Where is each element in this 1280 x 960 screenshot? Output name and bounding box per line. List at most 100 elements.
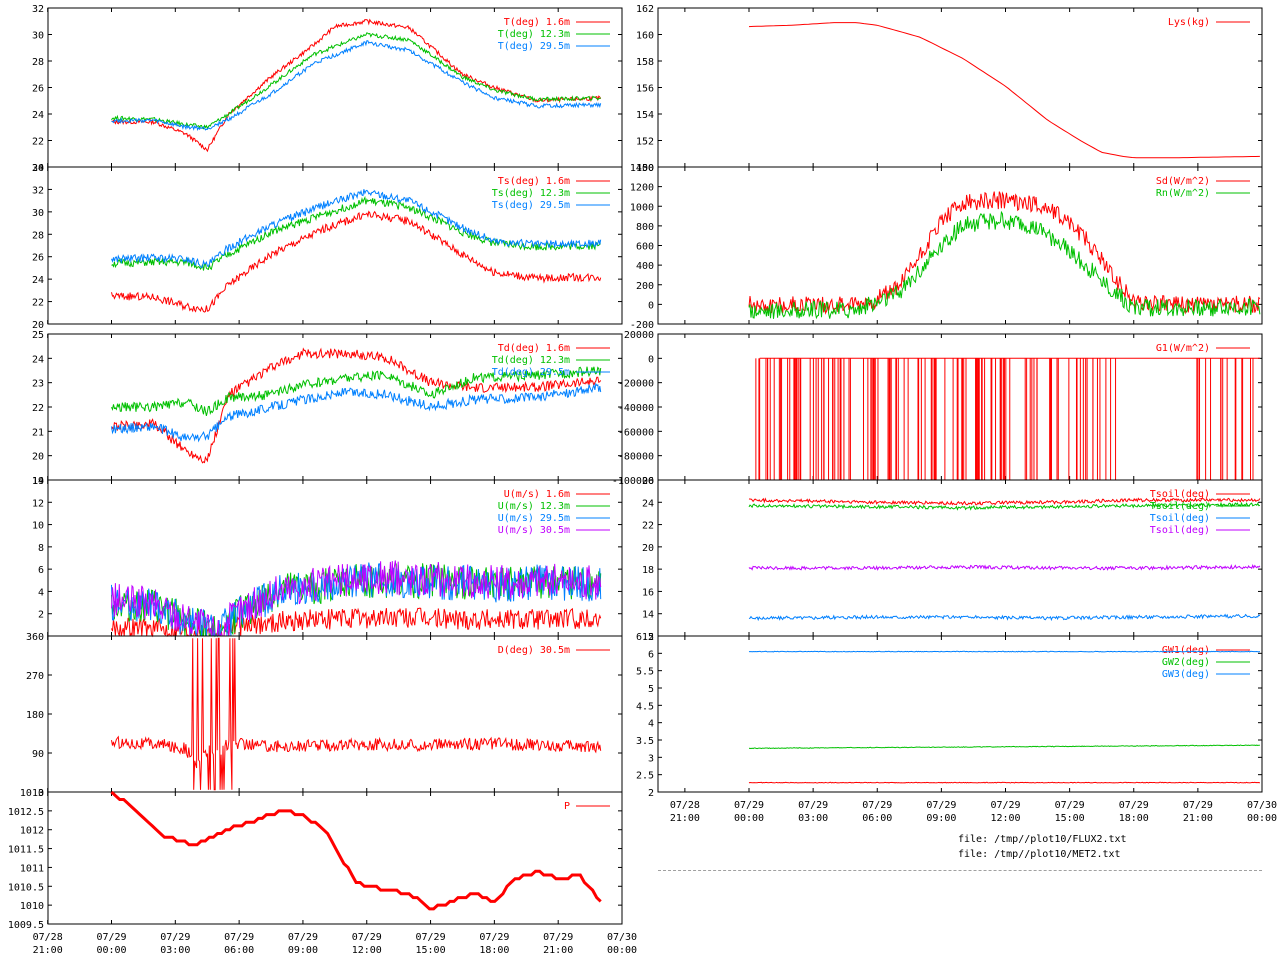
y-tick-label: 20 — [642, 543, 654, 554]
y-tick-label: 24 — [32, 110, 44, 121]
plot-frame-8 — [657, 333, 1263, 481]
y-tick-label: 800 — [636, 222, 654, 233]
time-axis-date: 07/29 — [543, 932, 573, 943]
y-tick-label: 23 — [32, 379, 44, 390]
time-axis-date: 07/29 — [734, 800, 764, 811]
y-tick-label: 24 — [32, 354, 44, 365]
y-tick-label: 5 — [648, 684, 654, 695]
y-tick-label: 32 — [32, 4, 44, 15]
y-tick-label: 1011.5 — [8, 845, 44, 856]
y-tick-label: -40000 — [618, 403, 654, 414]
time-axis-time: 18:00 — [1119, 813, 1149, 824]
series-trace-2-0 — [111, 347, 602, 464]
y-tick-label: 12 — [32, 498, 44, 509]
y-tick-label: 26 — [642, 476, 654, 487]
y-tick-label: 16 — [642, 587, 654, 598]
y-tick-label: 22 — [32, 403, 44, 414]
series-trace-7-0 — [748, 191, 1261, 315]
y-tick-label: 8 — [38, 543, 44, 554]
legend-label: GW1(deg) — [1162, 645, 1210, 656]
y-tick-label: 24 — [642, 498, 654, 509]
y-tick-label: 20 — [32, 452, 44, 463]
y-tick-label: 156 — [636, 84, 654, 95]
y-tick-label: 2 — [38, 610, 44, 621]
y-tick-label: 6 — [648, 649, 654, 660]
series-trace-7-1 — [748, 210, 1261, 320]
y-tick-label: 152 — [636, 137, 654, 148]
legend-label: T(deg) 29.5m — [498, 41, 570, 52]
legend-label: D(deg) 30.5m — [498, 645, 570, 656]
legend-label: Ts(deg) 29.5m — [492, 200, 570, 211]
legend-label: Tsoil(deg) — [1150, 525, 1210, 536]
legend-label: Td(deg) 1.6m — [498, 343, 570, 354]
y-tick-label: 3.5 — [636, 736, 654, 747]
time-axis-time: 03:00 — [798, 813, 828, 824]
y-tick-label: 158 — [636, 57, 654, 68]
time-axis-date: 07/29 — [1183, 800, 1213, 811]
legend-label: T(deg) 1.6m — [504, 17, 570, 28]
y-tick-label: 0 — [38, 788, 44, 799]
time-axis-time: 09:00 — [926, 813, 956, 824]
legend-label: U(m/s) 1.6m — [504, 489, 570, 500]
y-tick-label: 1200 — [630, 183, 654, 194]
y-tick-label: -80000 — [618, 452, 654, 463]
y-tick-label: -200 — [630, 320, 654, 331]
dashed-separator — [658, 870, 1262, 871]
time-axis-date: 07/29 — [990, 800, 1020, 811]
time-axis-date: 07/28 — [33, 932, 63, 943]
legend-label: P — [564, 801, 570, 812]
legend-label: Rn(W/m^2) — [1156, 188, 1210, 199]
y-tick-label: 22 — [642, 521, 654, 532]
y-tick-label: 21 — [32, 427, 44, 438]
series-trace-5-0 — [110, 790, 602, 911]
y-tick-label: -100000 — [612, 476, 654, 487]
y-tick-label: 154 — [636, 110, 654, 121]
series-trace-9-3 — [748, 564, 1261, 571]
y-tick-label: -60000 — [618, 427, 654, 438]
y-tick-label: 270 — [26, 671, 44, 682]
y-tick-label: 360 — [26, 632, 44, 643]
y-tick-label: 30 — [32, 208, 44, 219]
time-axis-date: 07/29 — [224, 932, 254, 943]
y-tick-label: 34 — [32, 163, 44, 174]
time-axis-time: 12:00 — [352, 945, 382, 956]
time-axis-date: 07/29 — [352, 932, 382, 943]
y-tick-label: 150 — [636, 163, 654, 174]
y-tick-label: 1012.5 — [8, 807, 44, 818]
y-tick-label: 400 — [636, 261, 654, 272]
time-axis-date: 07/29 — [1055, 800, 1085, 811]
legend-label: T(deg) 12.3m — [498, 29, 570, 40]
time-axis-date: 07/29 — [1119, 800, 1149, 811]
y-tick-label: 22 — [32, 137, 44, 148]
time-axis-time: 00:00 — [734, 813, 764, 824]
y-tick-label: 20 — [32, 320, 44, 331]
series-trace-9-2 — [748, 613, 1261, 622]
legend-label: GW2(deg) — [1162, 657, 1210, 668]
series-trace-9-1 — [748, 501, 1261, 511]
time-axis-date: 07/28 — [670, 800, 700, 811]
time-axis-time: 12:00 — [990, 813, 1020, 824]
y-tick-label: 4 — [648, 719, 654, 730]
legend-label: Tsoil(deg) — [1150, 501, 1210, 512]
series-trace-10-2 — [748, 650, 1261, 653]
series-trace-2-2 — [111, 382, 602, 443]
plot-frame-4 — [47, 635, 623, 793]
time-axis-time: 15:00 — [1055, 813, 1085, 824]
legend-label: Tsoil(deg) — [1150, 489, 1210, 500]
file-label-flux: file: /tmp//plot10/FLUX2.txt — [958, 834, 1127, 845]
time-axis-time: 00:00 — [1247, 813, 1277, 824]
y-tick-label: 12 — [642, 632, 654, 643]
time-axis-time: 09:00 — [288, 945, 318, 956]
y-tick-label: 0 — [648, 354, 654, 365]
y-tick-label: 1011 — [20, 863, 44, 874]
y-tick-label: 1012 — [20, 826, 44, 837]
plot-frame-6 — [657, 7, 1263, 168]
time-axis-date: 07/30 — [1247, 800, 1277, 811]
y-tick-label: 4.5 — [636, 701, 654, 712]
y-tick-label: 30 — [32, 31, 44, 42]
y-tick-label: 2.5 — [636, 771, 654, 782]
y-tick-label: 200 — [636, 281, 654, 292]
legend-label: Td(deg) 12.3m — [492, 355, 570, 366]
